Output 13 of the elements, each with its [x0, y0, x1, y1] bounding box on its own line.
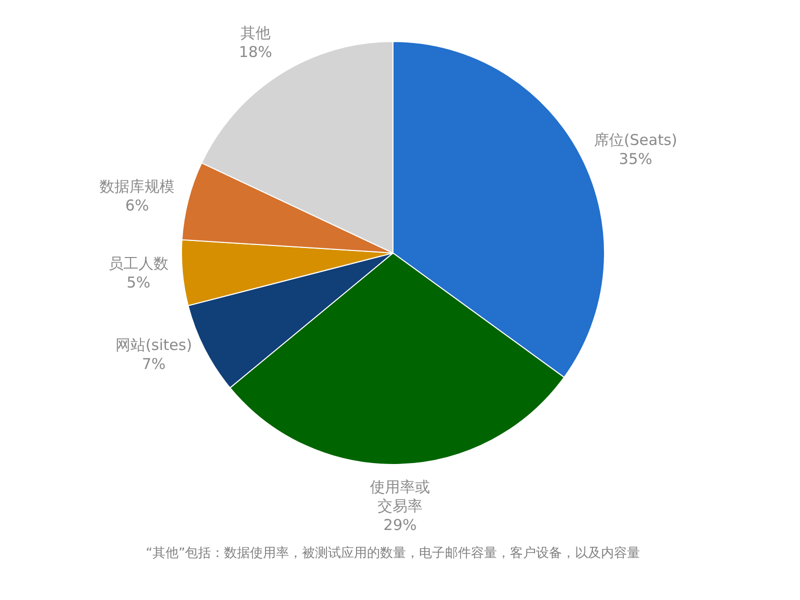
data-label: 5%	[126, 274, 150, 292]
data-label: 18%	[238, 42, 272, 61]
slice-label: 员工人数	[108, 254, 168, 273]
slice-label: 数据库规模	[100, 177, 175, 196]
slice-label: 网站(sites)	[115, 336, 192, 354]
data-label: 6%	[125, 196, 149, 214]
data-label: 35%	[618, 150, 652, 168]
slice-label: 席位(Seats)	[594, 131, 678, 150]
slice-label: 其他	[240, 24, 270, 42]
slice-label: 使用率或交易率	[370, 478, 430, 515]
data-label: 7%	[142, 354, 166, 373]
text: “其他”包括：数据使用率，被测试应用的数量，电子邮件容量，客户设备，以及内容量	[146, 545, 640, 562]
data-label: 29%	[383, 516, 417, 534]
